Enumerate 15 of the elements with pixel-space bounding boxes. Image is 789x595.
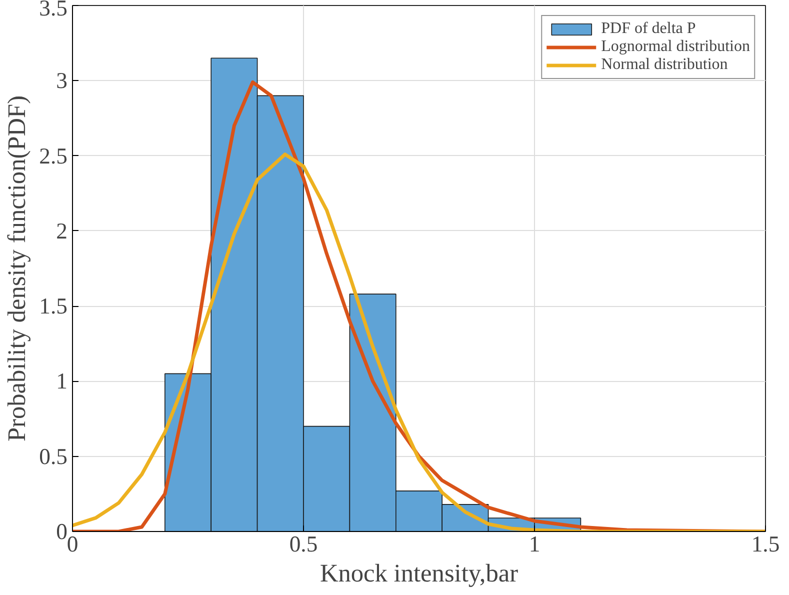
x-tick-label: 0.5 <box>289 532 318 556</box>
x-axis-title: Knock intensity,bar <box>320 560 519 588</box>
y-tick-label: 2 <box>56 218 68 244</box>
x-tick-label: 1 <box>528 532 540 556</box>
y-tick-label: 3 <box>56 68 68 94</box>
y-tick-label: 2.5 <box>39 143 68 168</box>
x-tick-label: 1.5 <box>751 532 780 556</box>
y-tick-label: 3.5 <box>39 0 68 20</box>
legend-label: PDF of delta P <box>601 20 696 38</box>
legend-label: Lognormal distribution <box>601 38 750 56</box>
y-tick-label: 1 <box>56 368 68 394</box>
legend-label: Normal distribution <box>601 56 728 74</box>
y-axis-title: Probability density function(PDF) <box>3 95 32 442</box>
y-tick-label: 0.5 <box>39 444 68 469</box>
y-tick-label: 1.5 <box>39 294 68 319</box>
